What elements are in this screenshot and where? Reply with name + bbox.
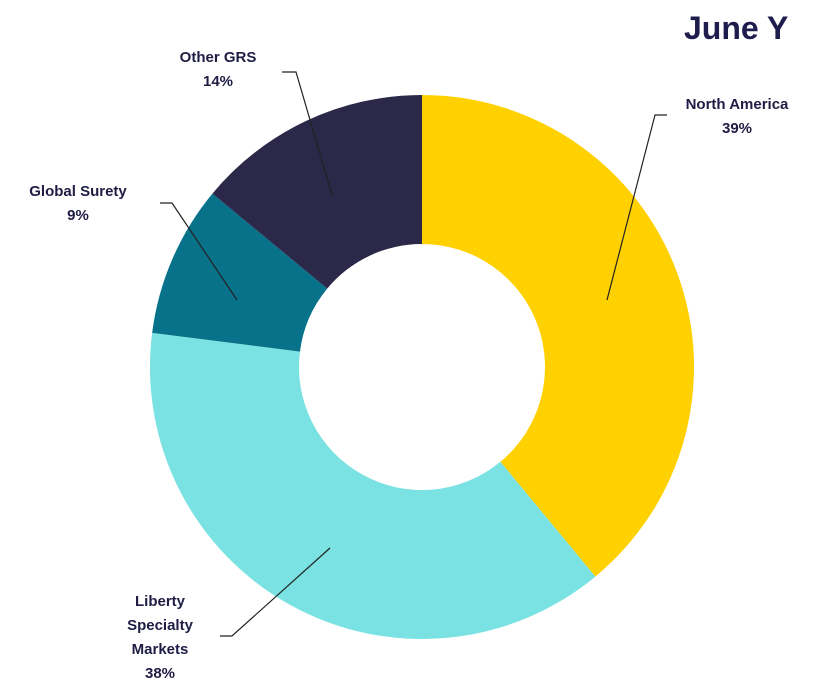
donut-slice <box>150 332 596 639</box>
leader-line <box>606 114 667 301</box>
leader-lines <box>160 71 667 637</box>
value-label: 38% <box>144 665 176 682</box>
leader-line <box>160 202 238 301</box>
slice-label: Liberty Specialty Markets 38% <box>110 590 210 686</box>
value-label: 14% <box>202 73 234 90</box>
slices <box>150 95 694 639</box>
donut-slice <box>422 95 694 577</box>
slice-label: Other GRS 14% <box>180 46 257 94</box>
leader-line <box>220 547 331 637</box>
leader-line <box>282 71 333 196</box>
category-label: Liberty Specialty Markets <box>127 593 193 658</box>
slice-label: North America 39% <box>686 93 789 141</box>
category-label: North America <box>685 96 789 113</box>
value-label: 9% <box>67 207 89 224</box>
donut-slice <box>152 193 328 352</box>
chart-title: June Y <box>684 10 789 46</box>
donut-slice <box>212 95 422 289</box>
category-label: Other GRS <box>179 49 257 66</box>
category-label: Global Surety <box>29 183 127 200</box>
value-label: 39% <box>721 120 753 137</box>
slice-label: Global Surety 9% <box>29 180 127 228</box>
